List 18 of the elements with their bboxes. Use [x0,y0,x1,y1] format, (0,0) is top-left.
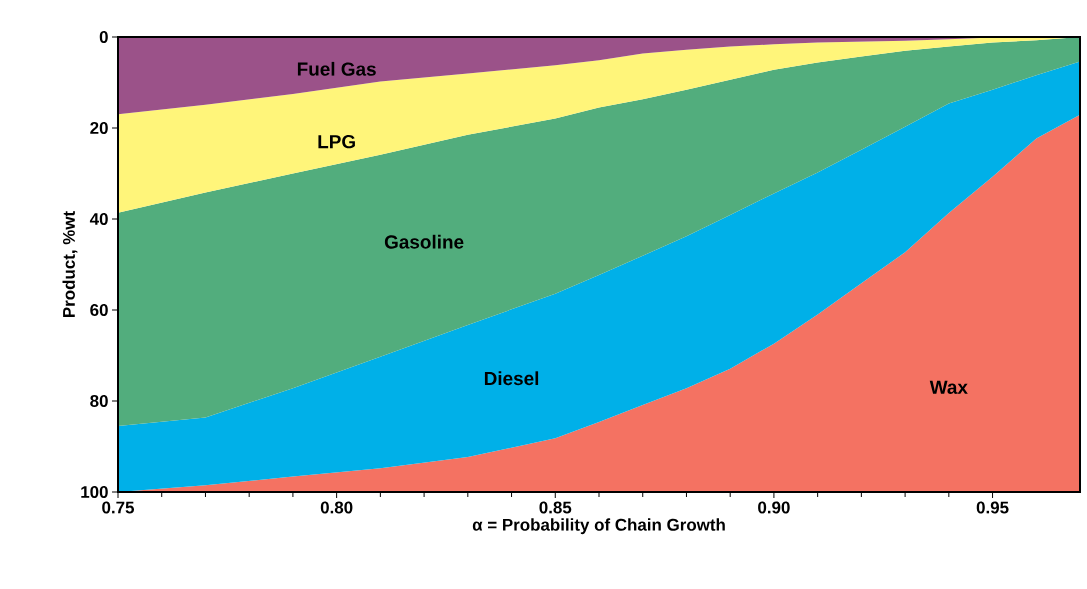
y-tick-label: 0 [99,31,108,43]
series-label: Gasoline [384,234,464,249]
y-tick-label: 60 [90,304,108,317]
series-label: Diesel [484,371,539,386]
y-tick-label: 80 [90,395,108,408]
y-tick-label: 20 [90,122,108,134]
y-tick-label: 100 [81,486,108,499]
x-tick-label: 0.85 [539,501,572,514]
x-tick-label: 0.80 [320,501,353,514]
y-tick-label: 40 [89,213,108,225]
x-tick-label: 0.75 [102,501,135,514]
x-axis-title: α = Probability of Chain Growth [472,518,725,535]
y-axis-title: Product, %wt [62,211,78,317]
x-tick-label: 0.90 [758,501,790,514]
x-tick-label: 0.95 [976,501,1009,514]
series-label: Fuel Gas [297,61,376,76]
series-label: Wax [929,380,968,394]
series-label: LPG [318,134,355,149]
